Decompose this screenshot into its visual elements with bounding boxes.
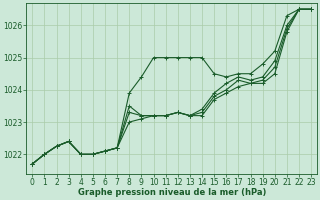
X-axis label: Graphe pression niveau de la mer (hPa): Graphe pression niveau de la mer (hPa): [77, 188, 266, 197]
